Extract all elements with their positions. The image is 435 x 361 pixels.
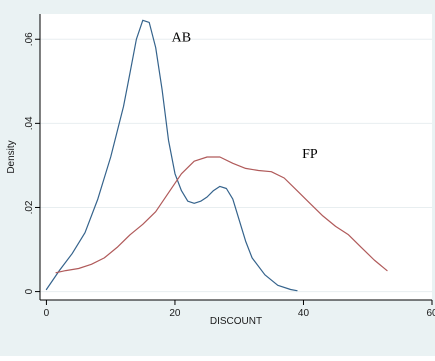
density-curve-fp — [55, 156, 388, 274]
density-curve-ab — [45, 19, 298, 292]
density-curves — [45, 19, 388, 292]
y-tick-label: .04 — [24, 116, 35, 130]
plot-area — [40, 14, 432, 300]
x-tick-label: 60 — [426, 308, 435, 319]
curve-label-fp: FP — [302, 147, 318, 162]
y-tick-label: .02 — [24, 200, 35, 214]
grid-lines — [40, 38, 432, 293]
curve-labels: AB FP — [172, 30, 318, 162]
x-tick-label: 40 — [298, 308, 310, 319]
y-tick-label: 0 — [24, 288, 35, 294]
x-tick-label: 0 — [44, 308, 50, 319]
x-tick-label: 20 — [169, 308, 181, 319]
axes — [39, 14, 432, 301]
axis-ticks: 0 .02 .04 .06 0 20 40 60 — [24, 32, 435, 319]
y-tick-label: .06 — [24, 32, 35, 46]
curve-label-ab: AB — [172, 30, 191, 45]
x-axis-title: DISCOUNT — [210, 316, 262, 327]
y-axis-title: Density — [6, 140, 17, 173]
